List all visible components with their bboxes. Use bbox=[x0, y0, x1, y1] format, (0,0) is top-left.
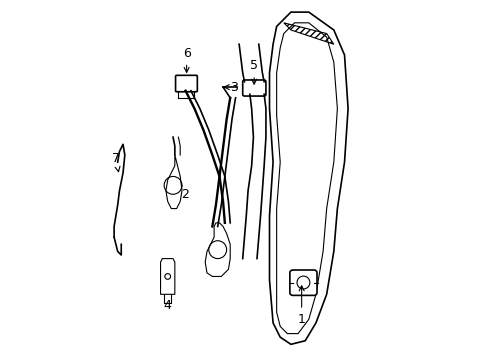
FancyBboxPatch shape bbox=[175, 75, 197, 92]
FancyBboxPatch shape bbox=[242, 80, 265, 96]
Text: 7: 7 bbox=[112, 152, 120, 172]
Text: 6: 6 bbox=[183, 47, 190, 72]
Polygon shape bbox=[205, 223, 230, 276]
Polygon shape bbox=[160, 258, 175, 294]
Text: 1: 1 bbox=[297, 286, 305, 326]
FancyBboxPatch shape bbox=[289, 270, 316, 296]
Text: 3: 3 bbox=[224, 81, 238, 94]
Polygon shape bbox=[165, 155, 182, 208]
Text: 5: 5 bbox=[250, 59, 258, 84]
Text: 2: 2 bbox=[177, 183, 189, 201]
Text: 4: 4 bbox=[163, 280, 171, 311]
Circle shape bbox=[164, 274, 170, 279]
